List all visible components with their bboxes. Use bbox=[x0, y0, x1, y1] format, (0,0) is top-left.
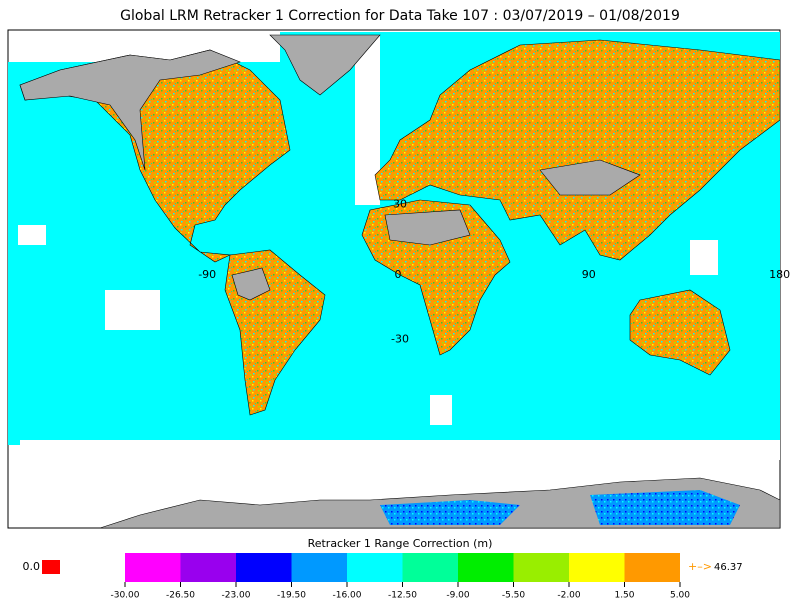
colorbar-segment bbox=[125, 553, 181, 582]
no-data bbox=[105, 290, 160, 330]
colorbar-title: Retracker 1 Range Correction (m) bbox=[308, 537, 493, 550]
colorbar-tick-label: -19.50 bbox=[277, 591, 306, 600]
longitude-label: 0 bbox=[395, 268, 402, 281]
longitude-label: -90 bbox=[198, 268, 216, 281]
ice-shelf bbox=[380, 500, 520, 525]
overflow-value: 46.37 bbox=[714, 562, 743, 573]
colorbar-tick-label: -16.00 bbox=[332, 591, 361, 600]
colorbar-segment bbox=[236, 553, 292, 582]
longitude-label: 90 bbox=[582, 268, 596, 281]
colorbar-segment bbox=[402, 553, 458, 582]
no-data bbox=[18, 225, 46, 245]
longitude-label: 180 bbox=[769, 268, 790, 281]
missing-label: 0.0 bbox=[23, 560, 41, 573]
colorbar-tick-label: -26.50 bbox=[166, 591, 195, 600]
missing-swatch bbox=[42, 560, 60, 574]
colorbar-tick-label: 1.50 bbox=[614, 591, 634, 600]
overflow-arrow: +–> bbox=[688, 560, 712, 573]
colorbar-segment bbox=[347, 553, 403, 582]
colorbar-segment bbox=[291, 553, 347, 582]
colorbar-tick-label: -12.50 bbox=[388, 591, 417, 600]
latitude-label: -30 bbox=[391, 333, 409, 346]
map-labels: -90 0 90 180 30 -30 bbox=[198, 198, 790, 346]
colorbar-tick-label: -23.00 bbox=[221, 591, 250, 600]
colorbar-segment bbox=[624, 553, 680, 582]
colorbar-tick-label: 5.00 bbox=[670, 591, 690, 600]
no-data bbox=[20, 440, 780, 460]
amazon bbox=[231, 267, 271, 301]
colorbar-tick-label: -9.00 bbox=[446, 591, 470, 600]
colorbar-segment bbox=[458, 553, 514, 582]
map bbox=[7, 29, 781, 529]
no-data bbox=[430, 395, 452, 425]
colorbar-tick-label: -2.00 bbox=[557, 591, 581, 600]
no-data bbox=[690, 240, 718, 275]
tibet bbox=[539, 159, 641, 196]
colorbar-segment bbox=[513, 553, 569, 582]
colorbar: -30.00 -26.50 -23.00 -19.50 -16.00 -12.50 -9.0… bbox=[110, 553, 690, 600]
title: Global LRM Retracker 1 Correction for Da… bbox=[120, 8, 680, 24]
colorbar-segment bbox=[569, 553, 625, 582]
colorbar-tick-label: -5.50 bbox=[502, 591, 526, 600]
colorbar-tick-label: -30.00 bbox=[110, 591, 139, 600]
ice-shelf bbox=[590, 490, 740, 525]
canada-north bbox=[19, 49, 241, 171]
australia bbox=[629, 289, 731, 376]
colorbar-segment bbox=[180, 553, 236, 582]
latitude-label: 30 bbox=[393, 198, 407, 211]
sahara bbox=[384, 209, 471, 246]
eurasia bbox=[374, 39, 781, 261]
greenland bbox=[269, 34, 381, 96]
